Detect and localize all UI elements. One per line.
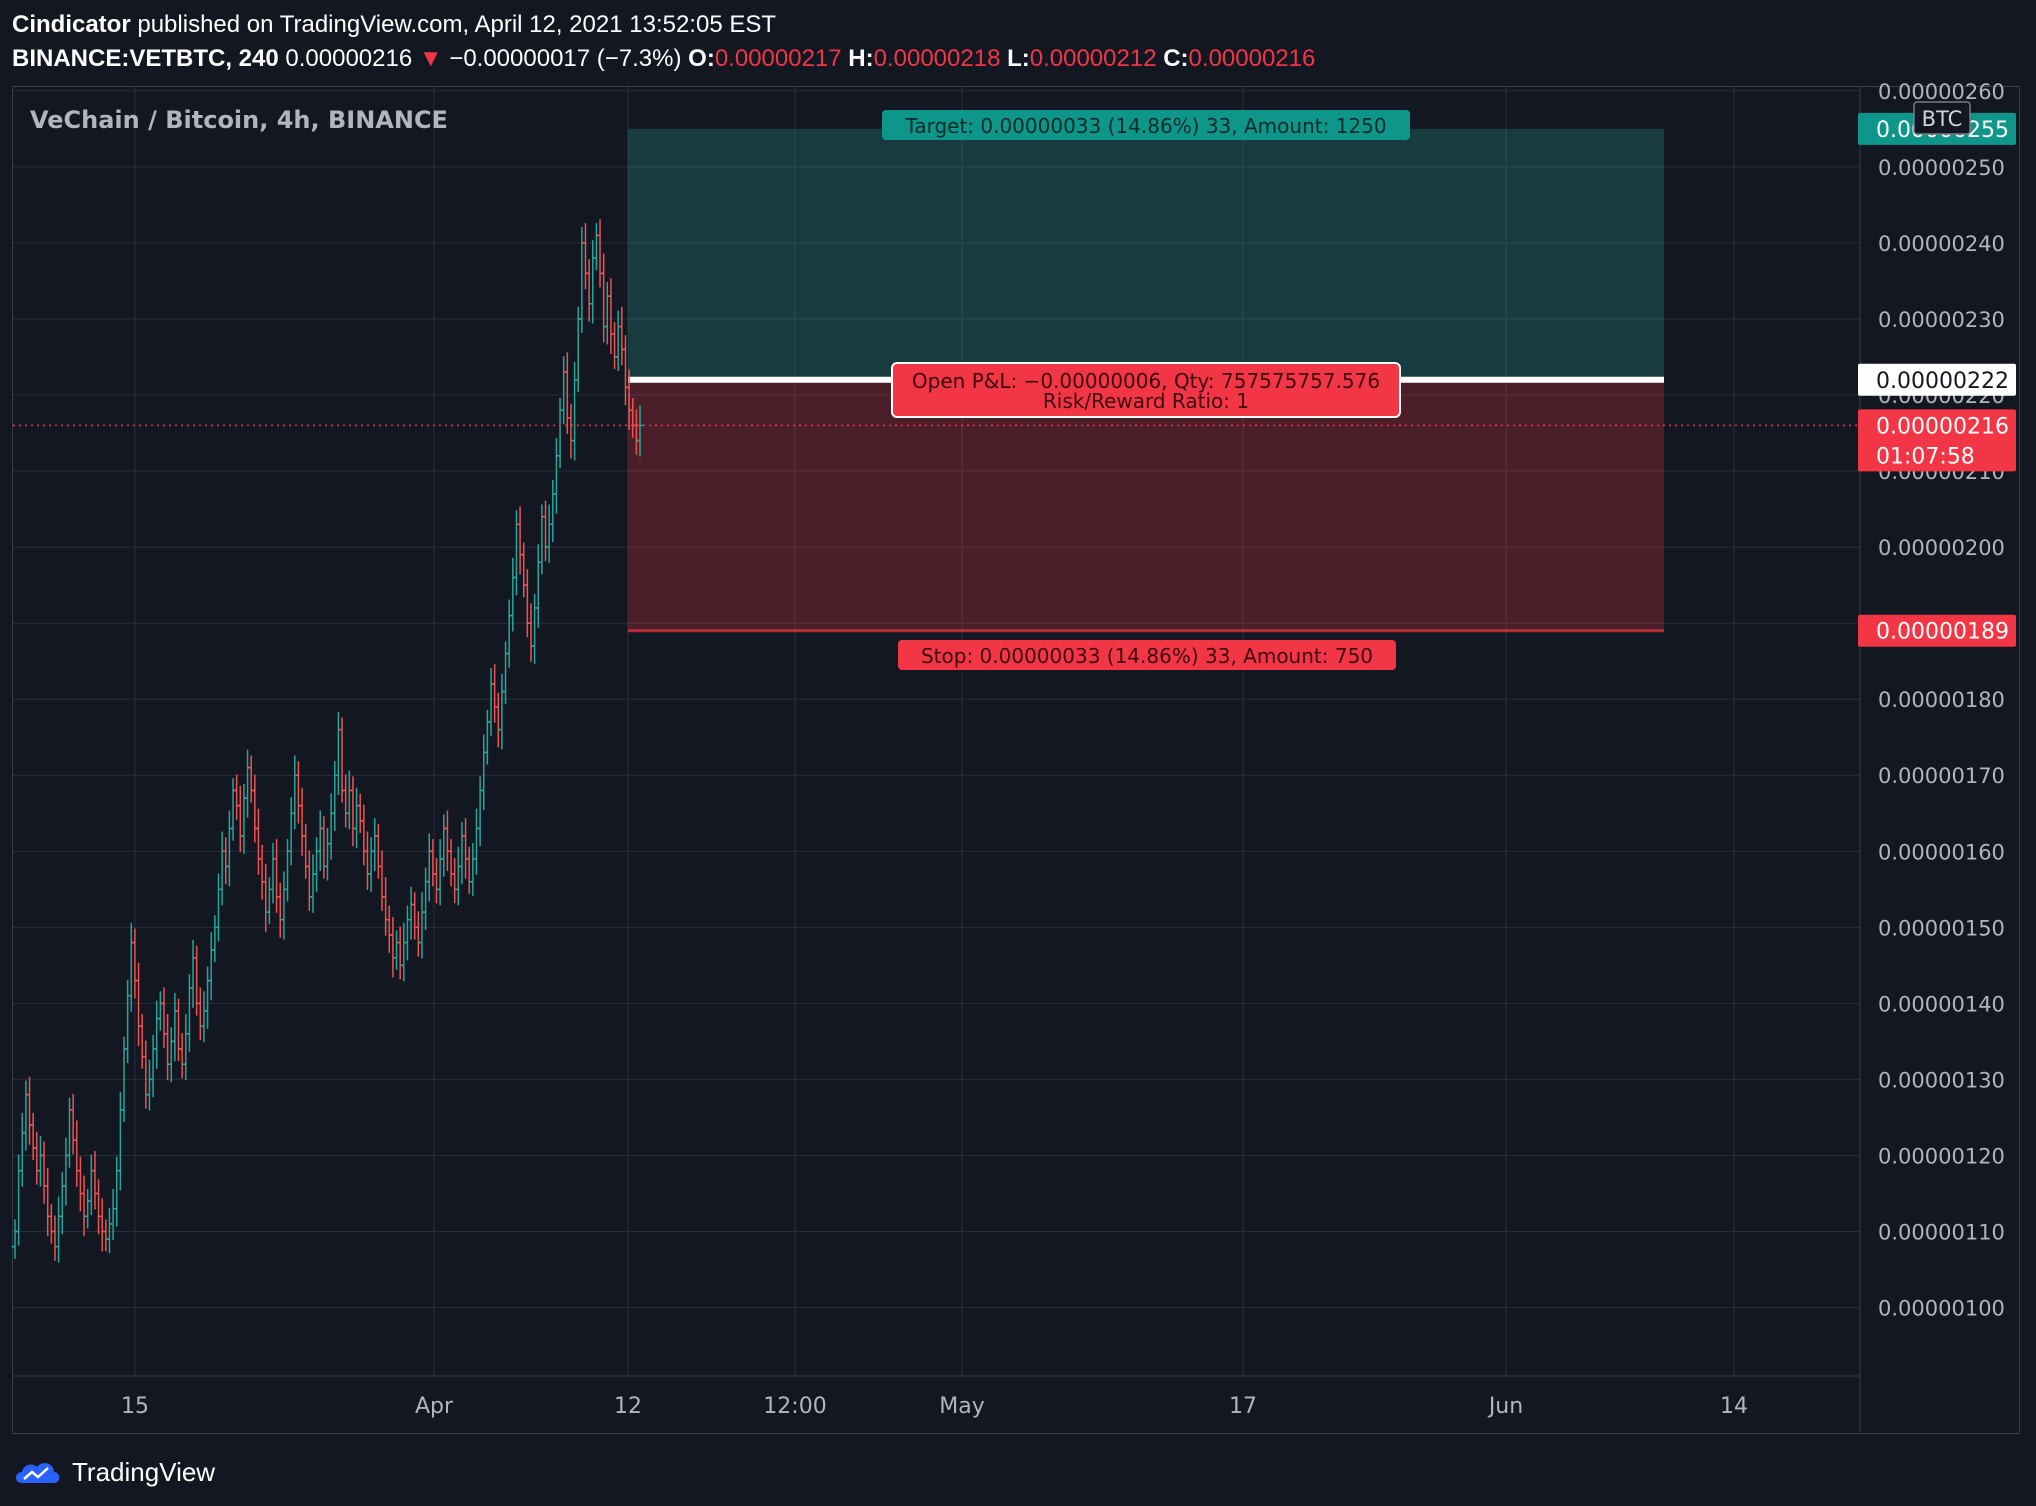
stop-label: Stop: 0.00000033 (14.86%) 33, Amount: 75…	[921, 644, 1373, 668]
x-tick-label: 17	[1229, 1394, 1257, 1419]
x-tick-label: 12	[614, 1394, 642, 1419]
high-label: H:	[848, 45, 874, 72]
down-arrow-icon: ▼	[418, 45, 443, 72]
y-tick-label: 0.00000110	[1878, 1221, 2005, 1245]
tradingview-cloud-icon[interactable]	[12, 1457, 62, 1487]
x-tick-label: Apr	[415, 1394, 454, 1419]
y-tick-label: 0.00000180	[1878, 688, 2005, 712]
target-zone	[628, 128, 1664, 380]
footer: TradingView	[12, 1452, 215, 1492]
y-tick-label: 0.00000230	[1878, 308, 2005, 332]
y-tick-label: 0.00000130	[1878, 1068, 2005, 1092]
last-price: 0.00000216	[285, 45, 413, 72]
pnl-box	[891, 362, 1401, 418]
symbol-label[interactable]: BINANCE:VETBTC, 240	[12, 45, 279, 72]
last-price-marker: 0.00000216	[1876, 414, 2009, 439]
open-label: O:	[688, 45, 715, 72]
x-tick-label: May	[939, 1394, 984, 1419]
pnl-label: Open P&L: −0.00000006, Qty: 757575757.57…	[912, 369, 1380, 393]
stop-label-bg	[898, 640, 1396, 670]
currency-badge: BTC	[1922, 107, 1963, 131]
low-label: L:	[1007, 45, 1030, 72]
brand-name[interactable]: TradingView	[72, 1456, 216, 1487]
chart-header: Cindicator published on TradingView.com,…	[12, 8, 1315, 76]
price-axis[interactable]: 0.00000100 0.00000110 0.00000120 0.00000130…	[1858, 80, 2016, 1432]
target-label: Target: 0.00000033 (14.86%) 33, Amount: …	[904, 114, 1386, 138]
close-value: 0.00000216	[1188, 45, 1316, 72]
position-zones[interactable]	[628, 128, 1664, 633]
y-tick-label: 0.00000150	[1878, 916, 2005, 940]
stop-price-marker: 0.00000189	[1876, 620, 2009, 645]
chart-frame	[12, 86, 2020, 1434]
y-tick-label: 0.00000240	[1878, 232, 2005, 256]
published-text: published on TradingView.com, April 12, …	[137, 11, 777, 38]
publish-line: Cindicator published on TradingView.com,…	[12, 8, 1315, 42]
time-axis[interactable]: 15 Apr 12 12:00 May 17 Jun 14	[13, 1375, 1860, 1419]
y-tick-label: 0.00000140	[1878, 992, 2005, 1016]
entry-price-marker: 0.00000222	[1876, 369, 2009, 394]
x-tick-label: 12:00	[763, 1394, 826, 1419]
x-tick-label: Jun	[1487, 1394, 1523, 1419]
y-tick-label: 0.00000260	[1878, 80, 2005, 104]
currency-badge-bg	[1913, 101, 1971, 135]
entry-price-marker-bg	[1858, 363, 2016, 396]
chart-title: VeChain / Bitcoin, 4h, BINANCE	[30, 106, 448, 134]
symbol-line: BINANCE:VETBTC, 240 0.00000216 ▼ −0.0000…	[12, 42, 1315, 76]
y-tick-label: 0.00000250	[1878, 156, 2005, 180]
risk-reward-label: Risk/Reward Ratio: 1	[1043, 389, 1249, 413]
x-tick-label: 14	[1720, 1394, 1748, 1419]
y-tick-label: 0.00000100	[1878, 1297, 2005, 1321]
stop-zone	[628, 379, 1664, 631]
y-tick-label: 0.00000170	[1878, 764, 2005, 788]
stop-price-marker-bg	[1858, 614, 2016, 647]
target-label-bg	[882, 110, 1410, 140]
author-name[interactable]: Cindicator	[12, 11, 131, 38]
x-tick-label: 15	[121, 1394, 149, 1419]
y-tick-label: 0.00000120	[1878, 1144, 2005, 1168]
low-value: 0.00000212	[1029, 45, 1157, 72]
chart-overlay: VeChain / Bitcoin, 4h, BINANCE Target: 0.…	[13, 106, 1860, 670]
open-value: 0.00000217	[714, 45, 842, 72]
last-price-marker-countdown: 01:07:58	[1876, 444, 1975, 469]
candlestick-series	[11, 219, 644, 1263]
close-label: C:	[1163, 45, 1189, 72]
last-price-marker-bg	[1858, 409, 2016, 472]
y-tick-label: 0.00000200	[1878, 536, 2005, 560]
price-change: −0.00000017 (−7.3%)	[449, 45, 682, 72]
high-value: 0.00000218	[873, 45, 1001, 72]
y-tick-label: 0.00000160	[1878, 840, 2005, 864]
